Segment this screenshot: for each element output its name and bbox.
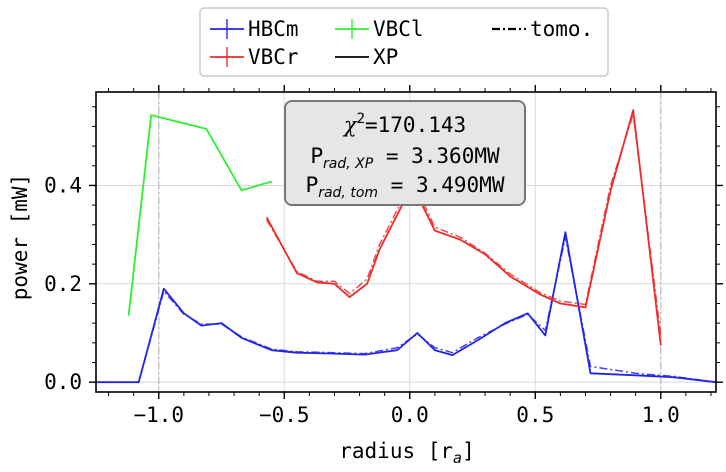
- data-series: [96, 109, 717, 384]
- p-rad-xp-text: Prad, XP = 3.360MW: [310, 144, 500, 172]
- legend-label: HBCm: [248, 17, 299, 41]
- series-hbcm-tomo-: [96, 236, 717, 383]
- x-tick-label: −1.0: [133, 403, 184, 427]
- legend: HBCm VBCl tomo. VBCr XP: [199, 7, 609, 77]
- x-axis-label: radius [ra]: [339, 439, 474, 467]
- y-tick-label: 0.0: [44, 370, 82, 394]
- y-axis-label: power [mW]: [8, 174, 32, 300]
- tick-labels: −1.0 −0.5 0.0 0.5 1.0 0.0 0.2 0.4: [44, 173, 680, 427]
- legend-label: VBCl: [373, 17, 424, 41]
- x-tick-label: 0.5: [516, 403, 554, 427]
- x-tick-label: 0.0: [391, 403, 429, 427]
- series-vbcr: [265, 109, 662, 346]
- axis-ticks: [89, 85, 723, 399]
- y-tick-label: 0.2: [44, 272, 82, 296]
- legend-label: XP: [373, 45, 398, 69]
- legend-entry-vbcr: VBCr: [210, 45, 299, 69]
- series-vbcl: [127, 114, 272, 316]
- x-tick-label: −0.5: [259, 403, 310, 427]
- plot-frame: [95, 91, 717, 393]
- p-rad-tom-text: Prad, tom = 3.490MW: [306, 173, 505, 201]
- chi-squared-text: χ2=170.143: [342, 111, 466, 137]
- legend-entry-hbcm: HBCm: [210, 17, 299, 41]
- series-hbcm: [96, 231, 717, 384]
- legend-entry-vbcl: VBCl: [335, 17, 424, 41]
- legend-entry-xp: XP: [335, 45, 398, 69]
- stats-annotation-box: χ2=170.143 Prad, XP = 3.360MW Prad, tom …: [284, 100, 526, 206]
- legend-entry-tomo: tomo.: [492, 17, 593, 41]
- legend-label: VBCr: [248, 45, 299, 69]
- legend-label: tomo.: [530, 17, 593, 41]
- legend-box: [199, 7, 609, 77]
- x-tick-label: 1.0: [642, 403, 680, 427]
- y-tick-label: 0.4: [44, 173, 82, 197]
- series-vbcr-tomo-: [266, 113, 662, 336]
